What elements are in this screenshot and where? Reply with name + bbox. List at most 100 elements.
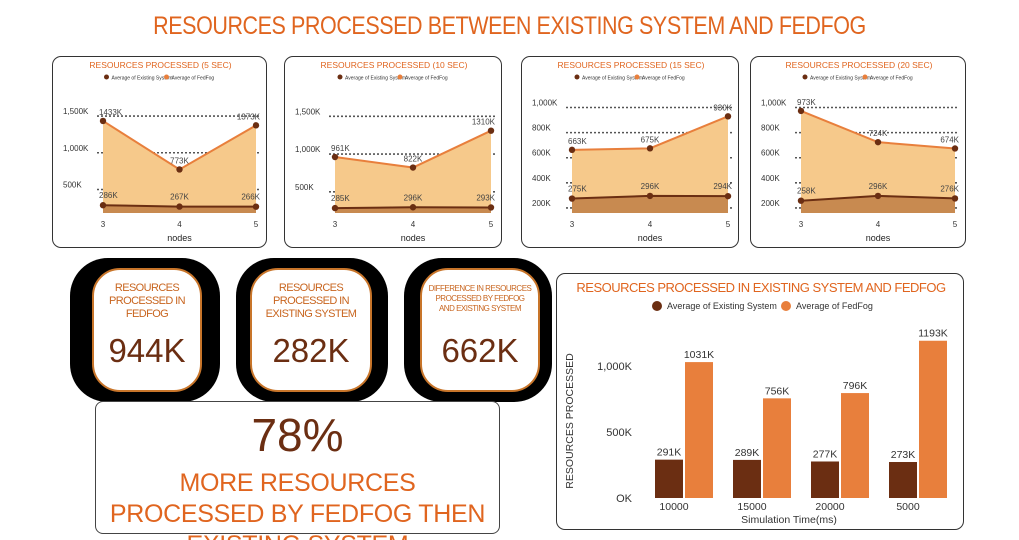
y-tick-label: 200K — [761, 199, 780, 208]
bar-chart: RESOURCES PROCESSED IN EXISTING SYSTEM A… — [556, 273, 964, 530]
kpi-label: RESOURCES PROCESSED IN EXISTING SYSTEM — [265, 282, 357, 320]
y-tick-label: 1,500K — [63, 107, 89, 116]
area-fedfog — [335, 130, 491, 213]
area-chart-20sec-svg: RESOURCES PROCESSED (20 SEC) Average of E… — [761, 60, 960, 243]
data-label-fedfog: 1433K — [99, 108, 123, 117]
point-existing — [874, 192, 882, 200]
legend-marker-fedfog — [634, 74, 640, 80]
point-existing — [568, 195, 576, 202]
y-tick-label: 600K — [532, 149, 551, 158]
data-label-existing: 294K — [713, 182, 732, 191]
legend-label-existing: Average of Existing System — [112, 76, 173, 82]
x-tick-label: 20000 — [815, 501, 844, 513]
data-label-fedfog: 1193K — [918, 328, 948, 340]
point-existing — [331, 204, 339, 212]
x-tick-label: 4 — [648, 220, 653, 229]
data-label-fedfog: 961K — [331, 144, 350, 153]
x-axis-label: nodes — [866, 233, 891, 243]
kpi-value: 662K — [441, 332, 519, 369]
point-existing — [487, 204, 495, 211]
summary-card: 78% MORE RESOURCES PROCESSED BY FEDFOG T… — [95, 401, 500, 540]
point-fedfog — [646, 145, 654, 152]
legend-label-fedfog: Average of FedFog — [172, 76, 215, 82]
summary-text: MORE RESOURCES PROCESSED BY FEDFOG THEN … — [109, 469, 486, 540]
data-label-fedfog: 1373K — [237, 112, 261, 121]
legend-marker-existing — [104, 74, 109, 80]
kpi-label: DIFFERENCE IN RESOURCES PROCESSED BY FED… — [428, 284, 532, 313]
legend-marker-fedfog — [164, 74, 169, 80]
kpi-card-fedfog: RESOURCES PROCESSED IN FEDFOG 944K — [70, 258, 220, 402]
legend-marker-fedfog — [781, 301, 791, 311]
point-fedfog — [951, 145, 959, 152]
point-existing — [99, 202, 107, 209]
y-tick-label: 400K — [761, 174, 780, 183]
legend-label-existing: Average of Existing System — [582, 76, 643, 82]
x-tick-label: 3 — [570, 220, 575, 229]
y-tick-label: 500K — [606, 427, 632, 439]
area-chart-5sec-svg: RESOURCES PROCESSED (5 SEC) Average of Ex… — [63, 60, 261, 243]
data-label-fedfog: 674K — [940, 135, 959, 144]
point-fedfog — [331, 153, 339, 161]
bar-fedfog — [841, 393, 869, 498]
y-tick-label: 400K — [532, 174, 551, 183]
y-tick-label: 500K — [295, 183, 314, 192]
legend-marker-fedfog — [862, 74, 868, 80]
y-tick-label: 1,500K — [295, 107, 321, 116]
legend-marker-fedfog — [397, 74, 403, 80]
point-existing — [724, 192, 732, 200]
legend-marker-existing — [802, 74, 808, 80]
x-tick-label: 5000 — [896, 501, 920, 513]
kpi-value: 282K — [272, 332, 350, 369]
y-tick-label: 1,000K — [761, 99, 787, 108]
x-tick-label: 5 — [254, 220, 259, 229]
y-tick-label: 1,000K — [532, 99, 558, 108]
legend-label-existing: Average of Existing System — [667, 301, 777, 311]
data-label-existing: 293K — [476, 193, 495, 202]
y-tick-label: 200K — [532, 199, 551, 208]
chart-title: RESOURCES PROCESSED (10 SEC) — [321, 60, 468, 70]
area-fedfog — [572, 116, 728, 213]
point-existing — [252, 203, 260, 210]
data-label-fedfog: 663K — [568, 137, 587, 146]
legend-marker-existing — [337, 74, 343, 80]
data-label-fedfog: 822K — [404, 155, 423, 164]
data-label-fedfog: 973K — [797, 98, 816, 107]
legend-label-existing: Average of Existing System — [345, 76, 406, 82]
data-label-fedfog: 796K — [843, 380, 868, 392]
area-chart-20sec: RESOURCES PROCESSED (20 SEC) Average of E… — [750, 56, 966, 248]
chart-title: RESOURCES PROCESSED (5 SEC) — [89, 60, 231, 70]
summary-value: 78% — [251, 409, 344, 461]
y-tick-label: 1,000K — [295, 145, 321, 154]
data-label-existing: 266K — [241, 193, 260, 202]
x-axis-label: nodes — [167, 233, 192, 243]
point-fedfog — [724, 113, 732, 120]
data-label-existing: 296K — [404, 193, 423, 202]
bar-fedfog — [685, 362, 713, 498]
area-existing — [801, 195, 955, 213]
chart-title: RESOURCES PROCESSED (20 SEC) — [786, 60, 933, 70]
data-label-existing: 267K — [170, 193, 189, 202]
x-axis-label: Simulation Time(ms) — [741, 514, 837, 526]
data-label-fedfog: 1310K — [472, 118, 496, 127]
point-existing — [797, 197, 805, 204]
point-fedfog — [874, 138, 882, 146]
point-existing — [409, 204, 417, 211]
bar-chart-svg: RESOURCES PROCESSED IN EXISTING SYSTEM A… — [564, 280, 948, 526]
legend-label-fedfog: Average of FedFog — [405, 76, 448, 82]
bar-existing — [655, 459, 683, 498]
area-chart-5sec: RESOURCES PROCESSED (5 SEC) Average of Ex… — [52, 56, 267, 248]
y-tick-label: 600K — [761, 149, 780, 158]
x-tick-label: 3 — [101, 220, 106, 229]
point-fedfog — [568, 146, 576, 154]
y-tick-label: 800K — [761, 124, 780, 133]
legend-label-existing: Average of Existing System — [810, 76, 871, 82]
bar-existing — [889, 462, 917, 498]
point-fedfog — [176, 166, 183, 173]
area-existing — [572, 195, 728, 213]
data-label-existing: 275K — [568, 185, 587, 194]
point-fedfog — [487, 127, 495, 134]
point-fedfog — [252, 122, 260, 129]
data-label-existing: 296K — [869, 182, 888, 191]
legend-label-fedfog: Average of FedFog — [870, 76, 913, 82]
y-tick-label: 800K — [532, 124, 551, 133]
